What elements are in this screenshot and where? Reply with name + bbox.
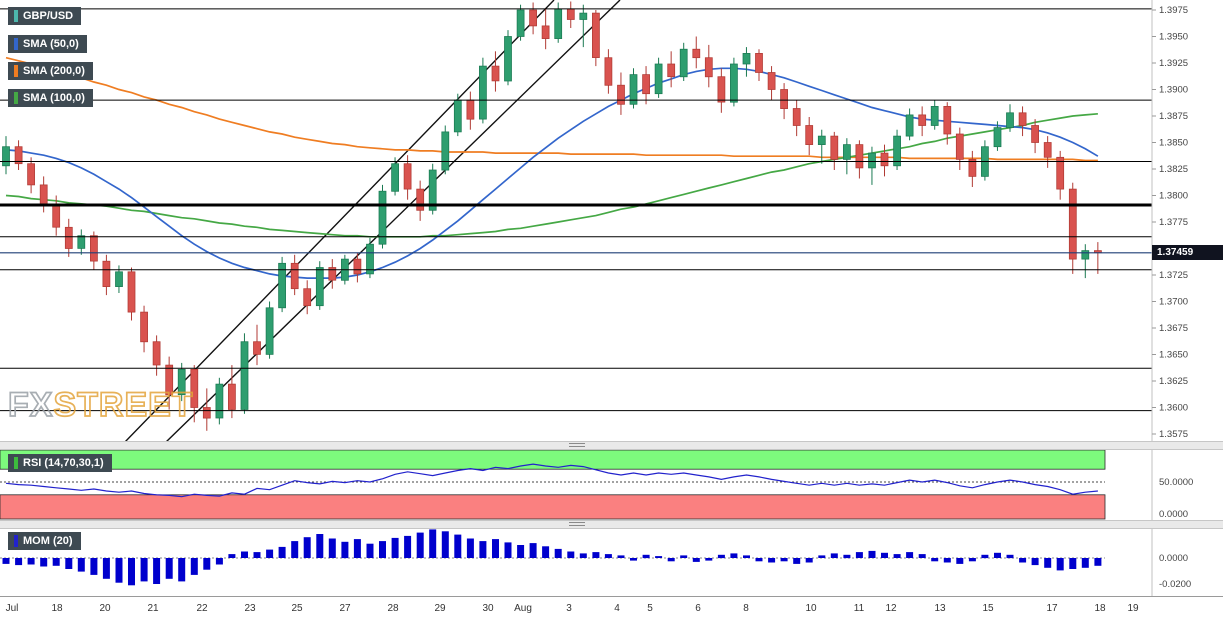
rsi-label: RSI (14,70,30,1) <box>23 457 104 469</box>
rsi-indicator-legend[interactable]: RSI (14,70,30,1) <box>8 454 112 472</box>
date-tick-label: 23 <box>244 603 256 614</box>
price-axis[interactable]: 1.3975 1.3950 1.3925 1.3900 1.3875 1.3850 1.38… <box>1151 0 1188 441</box>
sma200-color-strip <box>14 65 18 77</box>
sma50-label: SMA (50,0) <box>23 38 79 50</box>
price-tick-label: 1.3700 <box>1159 297 1188 308</box>
sma50-color-strip <box>14 38 18 50</box>
rsi-axis-label: 0.0000 <box>1159 509 1188 520</box>
date-tick-label: 17 <box>1046 603 1058 614</box>
rsi-line <box>5 463 1098 498</box>
mom-histogram <box>2 529 1102 586</box>
watermark-street: STREET <box>53 385 194 425</box>
date-tick-label: Jul <box>5 603 19 614</box>
date-tick-label: 28 <box>387 603 399 614</box>
trendlines <box>124 0 621 441</box>
symbol-legend[interactable]: GBP/USD <box>8 7 82 25</box>
date-tick-label: 18 <box>51 603 63 614</box>
sma-100-line <box>5 112 1098 238</box>
mom-panel-canvas[interactable]: 0.0000 -0.0200 <box>0 529 1223 596</box>
sma200-legend[interactable]: SMA (200,0) <box>8 62 93 80</box>
mom-label: MOM (20) <box>23 535 73 547</box>
date-tick-label: 19 <box>1127 603 1139 614</box>
resize-grip-icon <box>569 443 585 448</box>
price-tick-label: 1.3925 <box>1159 58 1188 69</box>
panel-resize-handle-rsi[interactable] <box>0 441 1223 450</box>
mom-axis-label: -0.0200 <box>1159 579 1191 590</box>
fxstreet-watermark: FXSTREET <box>7 385 194 425</box>
sma200-label: SMA (200,0) <box>23 65 85 77</box>
symbol-label: GBP/USD <box>23 10 74 22</box>
date-tick-label: 3 <box>566 603 572 614</box>
price-tick-label: 1.3950 <box>1159 32 1188 43</box>
panel-resize-handle-mom[interactable] <box>0 520 1223 529</box>
price-tick-label: 1.3575 <box>1159 429 1188 440</box>
date-tick-label: 6 <box>695 603 701 614</box>
date-tick-label: 8 <box>743 603 749 614</box>
sma100-label: SMA (100,0) <box>23 92 85 104</box>
date-tick-label: 15 <box>982 603 994 614</box>
support-resistance-lines[interactable] <box>0 8 1152 412</box>
date-tick-label: 30 <box>482 603 494 614</box>
resize-grip-icon <box>569 522 585 527</box>
date-tick-label: 4 <box>614 603 620 614</box>
symbol-color-strip <box>14 10 18 22</box>
date-tick-label: 12 <box>885 603 897 614</box>
date-tick-label: 20 <box>99 603 111 614</box>
current-price-badge: 1.37459 <box>1152 245 1223 260</box>
sma50-legend[interactable]: SMA (50,0) <box>8 35 87 53</box>
date-tick-label: 21 <box>147 603 159 614</box>
rsi-axis-label: 50.0000 <box>1159 477 1193 488</box>
date-tick-label: 10 <box>805 603 817 614</box>
price-tick-label: 1.3625 <box>1159 376 1188 387</box>
date-tick-label: Aug <box>514 603 532 614</box>
date-tick-label: 18 <box>1094 603 1106 614</box>
rsi-overbought-band <box>0 450 1106 470</box>
price-tick-label: 1.3975 <box>1159 5 1188 16</box>
candlestick-series <box>2 1 1102 431</box>
price-tick-label: 1.3650 <box>1159 350 1188 361</box>
date-tick-label: 22 <box>196 603 208 614</box>
price-tick-label: 1.3900 <box>1159 85 1188 96</box>
rsi-color-strip <box>14 457 18 469</box>
mom-indicator-legend[interactable]: MOM (20) <box>8 532 81 550</box>
date-tick-label: 11 <box>853 603 865 614</box>
price-tick-label: 1.3725 <box>1159 270 1188 281</box>
sma-50-line <box>5 67 1099 279</box>
price-tick-label: 1.3825 <box>1159 164 1188 175</box>
watermark-fx: FX <box>7 385 54 425</box>
price-tick-label: 1.3800 <box>1159 191 1188 202</box>
price-tick-label: 1.3600 <box>1159 403 1188 414</box>
price-tick-label: 1.3775 <box>1159 217 1188 228</box>
sma100-legend[interactable]: SMA (100,0) <box>8 89 93 107</box>
time-axis[interactable]: Jul 18 20 21 22 23 25 27 28 29 30 Aug 3 4 5 6 8 10 11 12 13 1… <box>0 596 1223 621</box>
sma-200-line <box>5 56 1098 162</box>
date-tick-label: 13 <box>934 603 946 614</box>
price-tick-label: 1.3675 <box>1159 323 1188 334</box>
date-tick-label: 5 <box>647 603 653 614</box>
rsi-panel-canvas[interactable]: 50.0000 0.0000 <box>0 450 1223 520</box>
date-tick-label: 27 <box>339 603 351 614</box>
rsi-oversold-band <box>0 494 1106 520</box>
price-tick-label: 1.3875 <box>1159 111 1188 122</box>
date-tick-label: 29 <box>434 603 446 614</box>
sma100-color-strip <box>14 92 18 104</box>
date-tick-label: 25 <box>291 603 303 614</box>
mom-axis-label: 0.0000 <box>1159 553 1188 564</box>
price-chart-canvas[interactable]: 1.3975 1.3950 1.3925 1.3900 1.3875 1.3850 1.38… <box>0 0 1223 441</box>
price-tick-label: 1.3850 <box>1159 138 1188 149</box>
mom-color-strip <box>14 535 18 547</box>
